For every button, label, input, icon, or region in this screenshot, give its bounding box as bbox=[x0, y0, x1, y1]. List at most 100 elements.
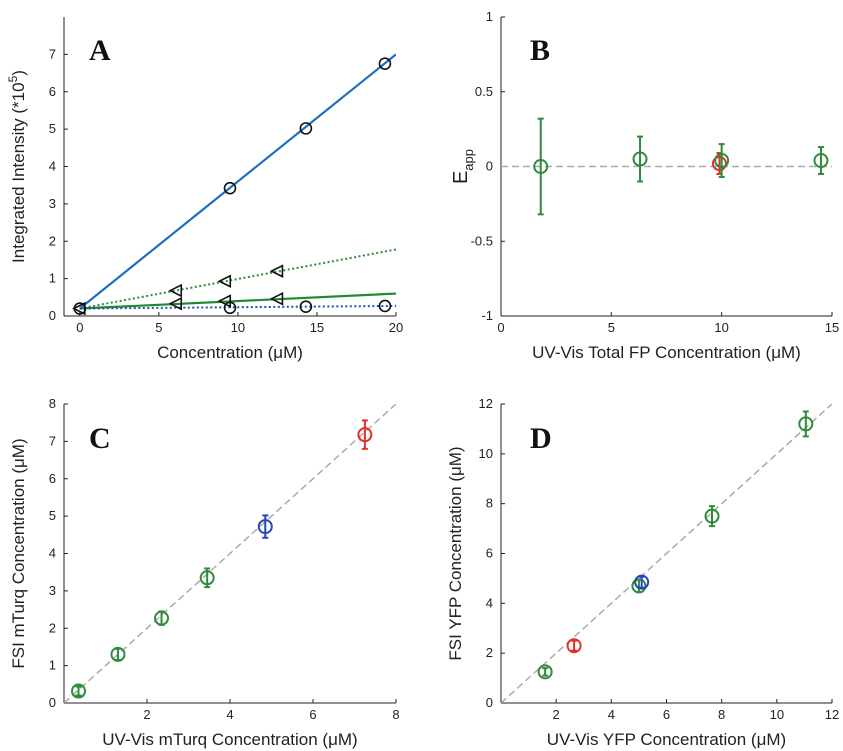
y-tick-label: 8 bbox=[486, 496, 493, 511]
y-axis-label: FSI YFP Concentration (μM) bbox=[446, 446, 465, 660]
x-tick-label: 20 bbox=[389, 320, 403, 335]
data-point-series-2 bbox=[72, 301, 86, 316]
data-point bbox=[632, 151, 648, 167]
panel-c: 2 4 6 8 0 1 2 3 4 5 6 7 8 UV-Vis mTurq Concentration … bbox=[9, 396, 400, 749]
y-tick-label: 7 bbox=[49, 46, 56, 61]
x-axis-label: Concentration (μM) bbox=[157, 343, 303, 362]
x-tick-label: 0 bbox=[76, 320, 83, 335]
y-tick-label: 6 bbox=[486, 546, 493, 561]
y-tick-label: 0 bbox=[486, 695, 493, 710]
fit-line-series-1 bbox=[79, 53, 396, 310]
x-tick-label: 15 bbox=[825, 320, 839, 335]
y-tick-label: 2 bbox=[49, 620, 56, 635]
data-point bbox=[257, 519, 273, 535]
y-tick-label: 2 bbox=[49, 233, 56, 248]
x-axis-label: UV-Vis YFP Concentration (μM) bbox=[547, 730, 786, 749]
x-tick-label: 10 bbox=[770, 707, 784, 722]
data-point bbox=[199, 570, 215, 586]
data-point bbox=[634, 574, 650, 590]
y-tick-label: 1 bbox=[486, 9, 493, 24]
y-tick-label: -0.5 bbox=[471, 233, 493, 248]
data-point bbox=[714, 153, 730, 169]
y-axis-label: FSI mTurq Concentration (μM) bbox=[9, 438, 28, 668]
reference-line bbox=[64, 404, 396, 703]
x-tick-label: 2 bbox=[553, 707, 560, 722]
data-point-series-3 bbox=[168, 296, 183, 311]
data-point bbox=[704, 508, 720, 524]
data-point-series-2 bbox=[168, 283, 183, 298]
fit-line-series-2 bbox=[79, 248, 396, 310]
x-tick-label: 5 bbox=[155, 320, 162, 335]
data-point-series-4 bbox=[223, 301, 237, 315]
data-point bbox=[631, 578, 647, 594]
panel-b: 0 5 10 15 -1 -0.5 0 0.5 1 UV-Vis Total FP Concent… bbox=[450, 9, 839, 362]
y-tick-label: 0 bbox=[49, 308, 56, 323]
data-point-series-2 bbox=[269, 264, 284, 278]
y-tick-label: -1 bbox=[481, 308, 493, 323]
y-tick-label: 0.5 bbox=[475, 84, 493, 99]
data-point bbox=[154, 610, 170, 626]
x-tick-label: 6 bbox=[663, 707, 670, 722]
panel-label: D bbox=[530, 422, 552, 455]
y-tick-label: 2 bbox=[486, 645, 493, 660]
data-point bbox=[71, 683, 87, 699]
data-point-series-4 bbox=[299, 300, 313, 313]
x-tick-label: 8 bbox=[392, 707, 399, 722]
x-axis-label: UV-Vis mTurq Concentration (μM) bbox=[102, 730, 357, 749]
y-tick-label: 5 bbox=[49, 508, 56, 523]
data-point bbox=[357, 427, 373, 443]
data-point-series-2 bbox=[217, 274, 232, 289]
panel-label: B bbox=[530, 34, 550, 67]
panel-d: 2 4 6 8 10 12 0 2 4 6 8 10 12 UV-Vis YFP Concentratio… bbox=[446, 396, 839, 749]
y-axis-label-text: Integrated Intensity (*10 bbox=[9, 82, 28, 263]
data-point bbox=[110, 646, 126, 662]
y-tick-label: 3 bbox=[49, 196, 56, 211]
data-point bbox=[798, 416, 814, 432]
x-tick-label: 0 bbox=[497, 320, 504, 335]
y-tick-label: 8 bbox=[49, 396, 56, 411]
y-axis-label: Eapp bbox=[450, 149, 476, 184]
x-tick-label: 4 bbox=[608, 707, 615, 722]
x-tick-label: 15 bbox=[310, 320, 324, 335]
data-point-series-1 bbox=[299, 122, 313, 135]
y-tick-label: 1 bbox=[49, 271, 56, 286]
y-tick-label: 5 bbox=[49, 121, 56, 136]
x-tick-label: 10 bbox=[231, 320, 245, 335]
y-tick-label: 1 bbox=[49, 658, 56, 673]
x-tick-label: 2 bbox=[143, 707, 150, 722]
data-point bbox=[537, 664, 553, 680]
fit-line-series-3 bbox=[79, 292, 396, 310]
y-tick-label: 12 bbox=[479, 396, 493, 411]
data-point-series-3 bbox=[217, 294, 232, 308]
y-axis-label-exponent: 5 bbox=[6, 75, 20, 82]
y-tick-label: 7 bbox=[49, 433, 56, 448]
panel-label: C bbox=[89, 422, 111, 455]
y-tick-label: 4 bbox=[49, 159, 56, 174]
data-point bbox=[711, 156, 727, 172]
y-axis-label: Integrated Intensity (*105) bbox=[6, 70, 28, 263]
y-axis-label-text: E bbox=[450, 171, 472, 184]
panel-a: 0 5 10 15 20 0 1 2 3 4 5 6 7 Concentration (μM) Integr… bbox=[6, 17, 403, 362]
panel-label: A bbox=[89, 34, 111, 67]
data-point bbox=[813, 153, 829, 169]
data-point-series-1 bbox=[378, 57, 392, 71]
x-axis-label: UV-Vis Total FP Concentration (μM) bbox=[532, 343, 801, 362]
y-tick-label: 4 bbox=[49, 546, 56, 561]
data-point-series-3 bbox=[269, 292, 284, 306]
y-tick-label: 0 bbox=[486, 159, 493, 174]
data-point bbox=[566, 638, 582, 654]
x-tick-label: 5 bbox=[608, 320, 615, 335]
y-axis-label-subscript: app bbox=[461, 149, 476, 171]
y-tick-label: 0 bbox=[49, 695, 56, 710]
y-tick-label: 4 bbox=[486, 595, 493, 610]
fit-line-series-4 bbox=[79, 304, 396, 310]
x-tick-label: 10 bbox=[714, 320, 728, 335]
data-point-series-4 bbox=[378, 299, 392, 313]
x-tick-label: 4 bbox=[226, 707, 233, 722]
x-tick-label: 12 bbox=[825, 707, 839, 722]
data-point bbox=[533, 159, 549, 174]
y-tick-label: 6 bbox=[49, 471, 56, 486]
data-point-series-1 bbox=[223, 181, 237, 195]
y-tick-label: 10 bbox=[479, 446, 493, 461]
